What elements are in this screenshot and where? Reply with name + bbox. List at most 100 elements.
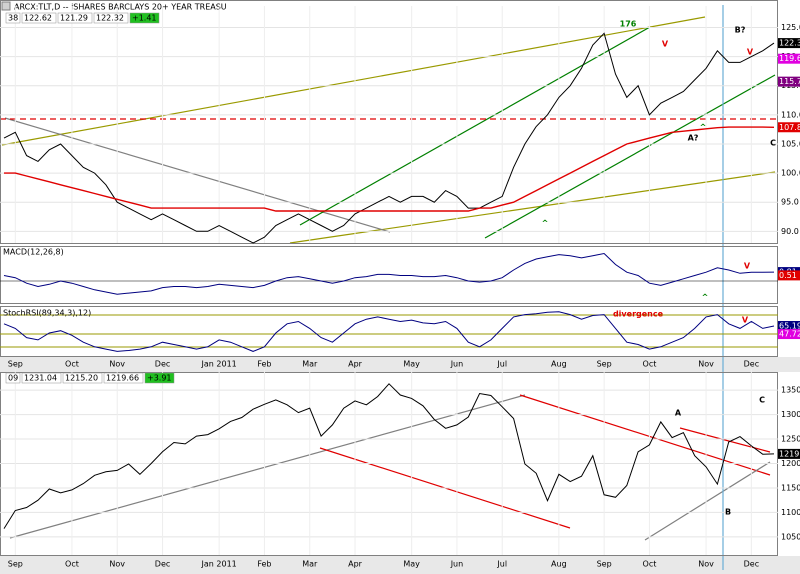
y-tick-label: 1200 (781, 459, 800, 468)
y-tick-label: 125.0 (781, 23, 800, 32)
trend-line (519, 394, 771, 476)
panel-border (0, 246, 778, 304)
x-tick-label: Mar (302, 360, 318, 369)
chart-title: ARCX:TLT,D -- iSHARES BARCLAYS 20+ YEAR … (14, 3, 227, 12)
panel-border (0, 0, 778, 244)
x-tick-label: Oct (643, 360, 657, 369)
value-label: 1219.66 (779, 449, 800, 458)
x-tick-label: Feb (257, 360, 271, 369)
y-tick-label: 1300 (781, 410, 800, 419)
header-box (21, 372, 62, 384)
chart-icon[interactable] (1, 1, 11, 11)
header-value: 1231.04 (24, 374, 57, 383)
value-label-box (778, 270, 800, 281)
value-label-box (778, 448, 800, 459)
header-value: 121.29 (60, 14, 88, 23)
x-tick-label: Sep (8, 360, 23, 369)
header-value: 09 (8, 374, 18, 383)
value-label: 115.70 (779, 77, 800, 86)
annotation: A? (688, 134, 699, 143)
annotation: ^ (542, 219, 549, 228)
trend-line (1, 16, 706, 146)
y-tick-label: 95.0 (781, 198, 799, 207)
y-tick-label: 90.0 (781, 227, 799, 236)
annotation: 176 (620, 20, 637, 29)
x-tick-label: Sep (597, 360, 612, 369)
annotation: divergence (613, 310, 664, 319)
x-tick-label: Nov (109, 360, 125, 369)
price-line (3, 311, 775, 352)
annotation: V (747, 48, 754, 57)
header-box (5, 372, 21, 384)
x-tick-label: Oct (65, 360, 79, 369)
y-tick-label: 1350 (781, 386, 800, 395)
value-label-box (778, 53, 800, 64)
header-box (93, 12, 129, 24)
header-box (144, 372, 175, 384)
header-value: +1.41 (132, 14, 157, 23)
header-value: 38 (8, 14, 18, 23)
value-label: 47.72 (779, 330, 800, 339)
annotation: V (662, 40, 669, 49)
y-tick-label: 110.0 (781, 110, 800, 119)
x-tick-label: Apr (348, 360, 363, 369)
value-label-box (778, 122, 800, 133)
x-tick-label: Aug (551, 560, 567, 569)
x-tick-label: Dec (155, 560, 170, 569)
annotation: V (744, 262, 751, 271)
x-tick-label: Jan 2011 (201, 360, 237, 369)
x-tick-label: Apr (348, 560, 363, 569)
x-tick-label: Nov (698, 560, 714, 569)
header-box (103, 372, 144, 384)
annotation: ^ (700, 123, 707, 132)
value-label-box (778, 321, 800, 332)
x-tick-label: Dec (744, 560, 759, 569)
trend-line (9, 394, 526, 539)
value-label: 122.32 (779, 39, 800, 48)
trend-line (644, 461, 771, 541)
header-value: 1215.20 (65, 374, 98, 383)
value-label: 65.19 (779, 322, 800, 331)
x-tick-label: Aug (551, 360, 567, 369)
header-box (62, 372, 103, 384)
annotation: V (742, 316, 749, 325)
x-tick-label: Dec (155, 360, 170, 369)
value-label: 119.64 (779, 54, 800, 63)
x-tick-label: Jul (496, 560, 507, 569)
price-line (4, 126, 775, 212)
price-line (3, 252, 775, 295)
panel-border (0, 306, 778, 357)
y-tick-label: 105.0 (781, 139, 800, 148)
x-tick-label: Nov (698, 360, 714, 369)
x-tick-label: Jul (496, 360, 507, 369)
trend-line (484, 74, 776, 239)
trend-line (299, 26, 651, 226)
x-tick-label: Jun (450, 560, 464, 569)
header-box (57, 12, 93, 24)
x-tick-label: Mar (302, 560, 318, 569)
annotation: C (770, 139, 776, 148)
y-tick-label: 1250 (781, 435, 800, 444)
x-tick-label: May (403, 360, 420, 369)
annotation: A (675, 409, 682, 418)
trend-line (4, 117, 391, 233)
date-strip (0, 357, 800, 372)
x-tick-label: Oct (65, 560, 79, 569)
header-value: 122.32 (96, 14, 124, 23)
value-label-box (778, 38, 800, 49)
x-tick-label: Oct (643, 560, 657, 569)
y-tick-label: 1150 (781, 483, 800, 492)
annotation: B (725, 508, 731, 517)
annotation: C (759, 396, 765, 405)
date-strip (0, 556, 800, 574)
header-box (21, 12, 57, 24)
y-tick-label: 1050 (781, 532, 800, 541)
x-tick-label: Dec (744, 360, 759, 369)
header-value: +3.91 (147, 374, 172, 383)
y-tick-label: 100.0 (781, 169, 800, 178)
x-tick-label: Jan 2011 (201, 560, 237, 569)
x-tick-label: Nov (109, 560, 125, 569)
x-tick-label: Sep (597, 560, 612, 569)
y-tick-label: 1100 (781, 508, 800, 517)
price-line (3, 383, 775, 529)
